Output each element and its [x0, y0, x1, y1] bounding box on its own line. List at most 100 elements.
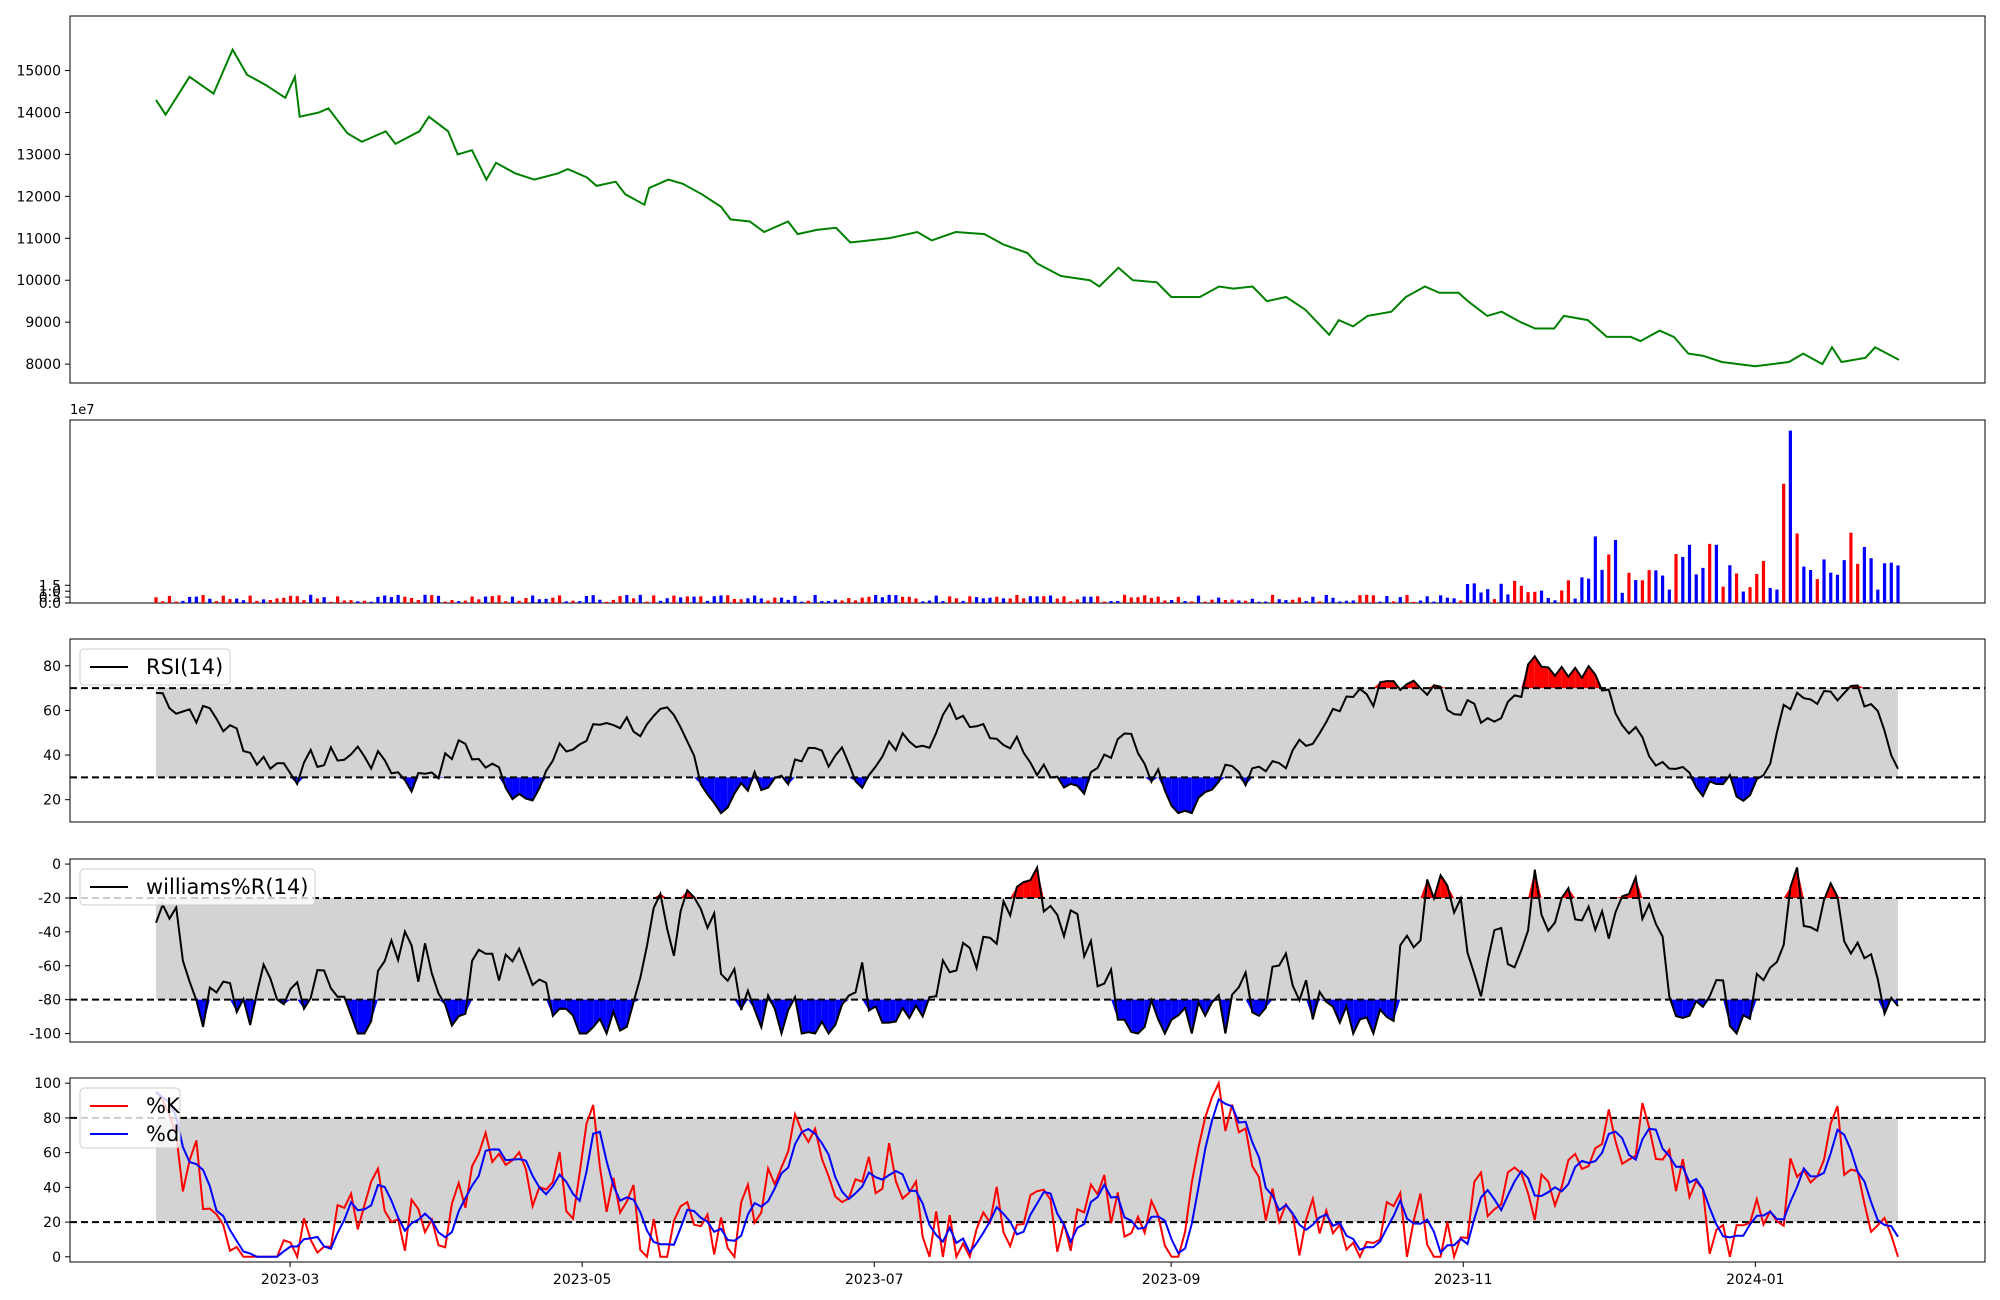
- volume-bar: [1391, 601, 1396, 603]
- price-line: [155, 47, 1900, 368]
- volume-bar: [483, 596, 488, 603]
- legend-label: %K: [146, 1094, 181, 1118]
- oversold-fill: [1171, 777, 1179, 814]
- oversold-fill: [451, 999, 459, 1026]
- volume-bar: [1075, 599, 1080, 603]
- volume-bar: [1069, 601, 1073, 603]
- volume-bar: [1344, 600, 1349, 603]
- overbought-fill: [1837, 896, 1845, 898]
- legend-label: RSI(14): [146, 655, 223, 679]
- oversold-fill: [761, 777, 769, 791]
- volume-bar: [847, 598, 851, 603]
- volume-bar: [1398, 597, 1402, 603]
- oversold-fill: [599, 999, 607, 1034]
- volume-bar: [1371, 595, 1375, 603]
- volume-bar: [1089, 596, 1093, 603]
- overbought-fill: [1548, 667, 1555, 689]
- volume-bar: [1506, 594, 1510, 603]
- volume-bar: [887, 594, 891, 603]
- volume-bar: [900, 596, 905, 603]
- y-tick-label: 8000: [25, 357, 61, 373]
- volume-bar: [1822, 559, 1826, 603]
- volume-bar: [154, 597, 158, 603]
- oversold-fill: [720, 777, 728, 814]
- oversold-fill: [1353, 999, 1360, 1034]
- oversold-fill: [1743, 999, 1751, 1019]
- oversold-fill: [620, 999, 627, 1031]
- volume-bar: [167, 595, 172, 603]
- neutral-band: [156, 688, 1898, 778]
- volume-bar: [1842, 560, 1846, 603]
- volume-bar: [1445, 597, 1449, 603]
- volume-bar: [1358, 595, 1362, 603]
- oversold-fill: [579, 999, 587, 1034]
- volume-bar: [1620, 592, 1624, 603]
- volume-bar: [531, 595, 535, 603]
- volume-bar: [961, 600, 965, 603]
- stochastic-panel: 0 20 40 60 80 100 %K %d 2023-03 2023-05 2023-07 202…: [34, 1076, 1986, 1288]
- oversold-fill: [1158, 999, 1165, 1034]
- overbought-fill: [1575, 667, 1582, 689]
- oversold-fill: [364, 999, 372, 1034]
- volume-bar: [208, 598, 212, 603]
- volume-bar: [981, 598, 985, 603]
- volume-bar: [1210, 599, 1214, 603]
- volume-bar: [436, 595, 441, 603]
- oversold-fill: [1380, 999, 1387, 1018]
- volume-bar: [1217, 597, 1221, 603]
- oversold-fill: [1312, 999, 1320, 1020]
- legend-label: williams%R(14): [146, 875, 308, 899]
- volume-bar: [1270, 594, 1275, 603]
- volume-bar: [1674, 554, 1678, 603]
- volume-bar: [833, 599, 837, 603]
- volume-bar: [867, 596, 871, 603]
- volume-bar: [1687, 544, 1692, 603]
- oversold-fill: [1164, 777, 1172, 806]
- volume-bar: [504, 601, 508, 603]
- overbought-fill: [1440, 875, 1448, 898]
- volume-bar: [1304, 601, 1308, 603]
- volume-bar: [1237, 600, 1241, 603]
- volume-bar: [1701, 567, 1705, 603]
- volume-bar: [988, 597, 992, 603]
- y-tick-label: 1.5: [39, 578, 61, 594]
- x-tick-label: 2024-01: [1726, 1272, 1785, 1288]
- volume-bar: [551, 597, 555, 603]
- volume-bar: [1721, 586, 1725, 603]
- volume-bar: [409, 598, 414, 603]
- volume-bar: [302, 600, 306, 603]
- volume-bar: [1102, 601, 1106, 603]
- volume-bar: [726, 595, 730, 603]
- y-tick-label: 1.0: [39, 584, 61, 600]
- volume-bar: [450, 600, 454, 603]
- x-tick-label: 2023-03: [261, 1272, 320, 1288]
- volume-bar: [403, 596, 407, 603]
- volume-bar: [1634, 580, 1638, 603]
- volume-bar: [1782, 483, 1786, 603]
- volume-bar: [396, 594, 400, 603]
- volume-bar: [1660, 575, 1665, 603]
- volume-bar: [746, 598, 750, 603]
- volume-bar: [1533, 591, 1537, 603]
- volume-bar: [907, 596, 911, 603]
- volume-bar: [1284, 600, 1288, 603]
- y-tick-label: 80: [43, 1111, 61, 1127]
- rsi-axes: [69, 638, 1986, 823]
- volume-bar: [174, 601, 178, 603]
- volume-bar: [1546, 597, 1550, 603]
- rsi-line: [155, 654, 1899, 815]
- volume-bar: [1607, 554, 1611, 603]
- oversold-fill: [727, 777, 735, 808]
- volume-bar: [557, 595, 562, 603]
- y-tick-label: 13000: [16, 147, 61, 163]
- oversold-fill: [815, 999, 822, 1034]
- volume-bar: [262, 599, 266, 603]
- volume-bar: [921, 601, 925, 603]
- volume-bar: [1788, 430, 1792, 603]
- volume-bar: [1815, 579, 1819, 603]
- y-tick-label: 20: [43, 1215, 61, 1231]
- volume-bar: [1829, 572, 1833, 603]
- volume-bar: [840, 600, 844, 603]
- stoch-d-line: [155, 1090, 1899, 1258]
- volume-bar: [517, 600, 521, 603]
